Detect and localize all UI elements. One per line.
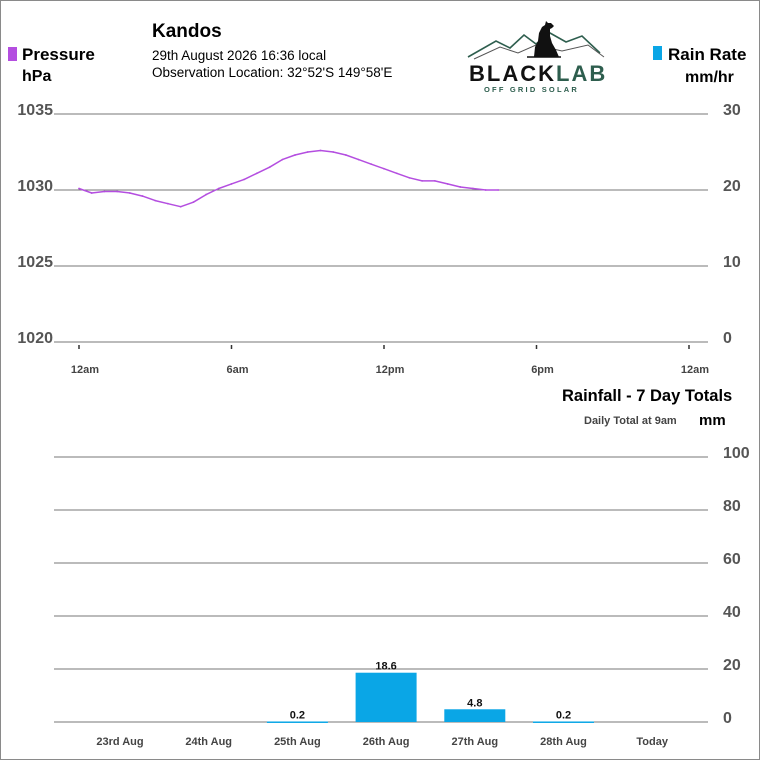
rainfall-unit-label: mm (699, 412, 726, 429)
rainfall-category-label: 28th Aug (540, 736, 587, 748)
pressure-point (383, 167, 385, 170)
rain-rate-axis-tick: 0 (723, 330, 732, 347)
rainfall-bar-value: 18.6 (375, 661, 396, 673)
rainfall-bar-value: 0.2 (556, 709, 571, 721)
rainfall-category-label: 27th Aug (451, 736, 498, 748)
logo-wordmark: BLACKLAB (469, 61, 607, 87)
rainfall-axis-tick: 40 (723, 604, 741, 621)
rain-rate-unit-label: mm/hr (685, 69, 734, 86)
pressure-point (357, 158, 360, 161)
pressure-point (319, 149, 322, 152)
pressure-axis-tick: 1025 (17, 254, 53, 271)
rainfall-bar-value: 0.2 (290, 709, 305, 721)
pressure-point (344, 154, 347, 156)
pressure-point (154, 199, 157, 202)
pressure-series-line (78, 149, 499, 208)
rainfall-chart-subtitle: Daily Total at 9am (584, 415, 677, 427)
pressure-point (332, 151, 335, 153)
pressure-point (472, 187, 474, 190)
rainfall-bar (266, 721, 328, 723)
rain-rate-axis-tick: 20 (723, 178, 741, 195)
pressure-axis-tick: 1020 (17, 330, 53, 347)
pressure-point (484, 189, 487, 191)
pressure-point (408, 176, 411, 179)
pressure-legend-swatch (8, 47, 17, 61)
rainfall-bar (533, 721, 594, 723)
pressure-chart: 1035 30 1030 20 1025 10 1020 0 12am 6am 12pm 6pm 12a… (17, 102, 740, 376)
pressure-point (421, 179, 424, 182)
rainfall-bar-value: 4.8 (467, 697, 482, 709)
pressure-point (395, 172, 398, 175)
pressure-point (179, 205, 182, 208)
x-tick-label: 12am (71, 364, 99, 376)
pressure-point (256, 172, 258, 175)
rainfall-category-label: 25th Aug (274, 736, 321, 748)
observation-datetime: 29th August 2026 16:36 local (152, 48, 327, 63)
rainfall-axis-tick: 60 (723, 551, 741, 568)
logo-wordmark-black: BLACK (469, 61, 556, 86)
pressure-point (446, 183, 449, 185)
rainfall-category-label: 26th Aug (363, 736, 410, 748)
pressure-axis-tick: 1035 (17, 102, 53, 119)
pressure-point (192, 201, 195, 204)
rainfall-category-label: Today (636, 736, 668, 748)
rainfall-axis-tick: 0 (723, 710, 732, 727)
pressure-point (370, 163, 373, 166)
pressure-point (116, 190, 119, 193)
pressure-unit-label: hPa (22, 68, 52, 85)
x-tick-label: 12pm (376, 364, 405, 376)
observation-location: Observation Location: 32°52'S 149°58'E (152, 65, 393, 80)
x-tick-label: 6pm (531, 364, 554, 376)
rainfall-bar (444, 709, 506, 722)
rainfall-axis-tick: 80 (723, 498, 741, 515)
pressure-point (90, 192, 93, 194)
dog-mountain-icon (467, 21, 605, 60)
pressure-point (141, 195, 144, 197)
rainfall-axis-tick: 100 (723, 445, 750, 462)
pressure-point (243, 178, 246, 181)
rain-rate-axis-tick: 10 (723, 254, 741, 271)
pressure-point (281, 158, 284, 161)
rain-rate-axis-tick: 30 (723, 102, 741, 119)
rainfall-chart: 100 80 60 40 20 0 23rd Aug 24th Aug 0.2 25th Aug 1… (54, 445, 750, 748)
pressure-point (167, 202, 169, 205)
pressure-axis-tick: 1030 (17, 178, 53, 195)
logo-wordmark-lab: LAB (556, 61, 608, 86)
rainfall-axis-tick: 20 (723, 657, 741, 674)
pressure-point (205, 193, 207, 196)
logo-subtitle: OFF GRID SOLAR (484, 85, 579, 94)
pressure-point (78, 187, 80, 190)
pressure-point (294, 154, 296, 156)
pressure-point (459, 186, 462, 188)
pressure-point (306, 151, 309, 153)
rainfall-chart-title: Rainfall - 7 Day Totals (562, 387, 733, 405)
rainfall-category-label: 24th Aug (185, 736, 232, 748)
rain-rate-legend-swatch (653, 46, 662, 60)
x-tick-label: 12am (681, 364, 709, 376)
rainfall-category-label: 23rd Aug (96, 736, 143, 748)
rainfall-bar (355, 672, 417, 722)
pressure-legend-label: Pressure (22, 45, 95, 64)
pressure-point (497, 189, 500, 191)
location-title: Kandos (152, 21, 222, 42)
rain-rate-legend-label: Rain Rate (668, 45, 747, 64)
pressure-point (230, 183, 233, 185)
pressure-point (268, 166, 271, 169)
pressure-point (217, 187, 220, 190)
blacklab-logo: BLACKLAB OFF GRID SOLAR (466, 17, 606, 97)
pressure-point (103, 190, 106, 193)
pressure-point (128, 192, 131, 194)
x-tick-label: 6am (226, 364, 248, 376)
pressure-point (433, 179, 436, 182)
